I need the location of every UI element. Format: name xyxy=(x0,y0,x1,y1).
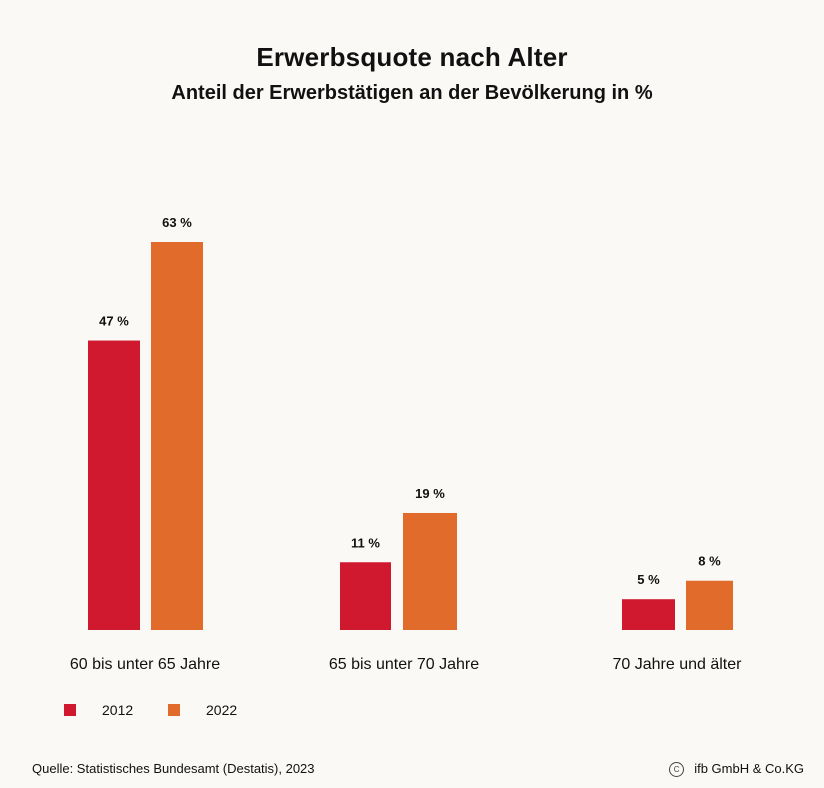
category-label-3: 70 Jahre und älter xyxy=(613,656,743,673)
data-label-2012-1: 47 % xyxy=(99,314,129,329)
data-label-2012-3: 5 % xyxy=(637,572,660,587)
chart-title: Erwerbsquote nach Alter xyxy=(256,42,568,72)
legend-label-2012: 2012 xyxy=(102,702,134,718)
category-label-2: 65 bis unter 70 Jahre xyxy=(329,656,479,673)
category-label-1: 60 bis unter 65 Jahre xyxy=(70,656,220,673)
bar-2022-2 xyxy=(403,512,457,630)
data-label-2022-3: 8 % xyxy=(698,554,721,569)
copyright-icon: C xyxy=(669,762,685,777)
bar-2022-3 xyxy=(686,580,733,630)
bar-2012-3 xyxy=(622,599,675,630)
data-label-2022-2: 19 % xyxy=(415,486,445,501)
bar-chart: 47 % 63 % 60 bis unter 65 Jahre 11 % 19 % 65 … xyxy=(70,215,743,673)
bar-2022-1 xyxy=(151,242,203,630)
data-label-2012-2: 11 % xyxy=(351,535,380,550)
legend-label-2022: 2022 xyxy=(206,702,238,718)
data-label-2022-1: 63 % xyxy=(162,215,192,230)
bar-2012-1 xyxy=(88,340,140,630)
bar-2012-2 xyxy=(340,562,391,630)
source-note: Quelle: Statistisches Bundesamt (Destati… xyxy=(32,761,315,776)
copyright-text: ifb GmbH & Co.KG xyxy=(694,761,804,776)
legend-swatch-2012 xyxy=(64,704,76,716)
chart-subtitle: Anteil der Erwerbstätigen an der Bevölke… xyxy=(171,82,653,104)
legend-swatch-2022 xyxy=(168,704,180,716)
